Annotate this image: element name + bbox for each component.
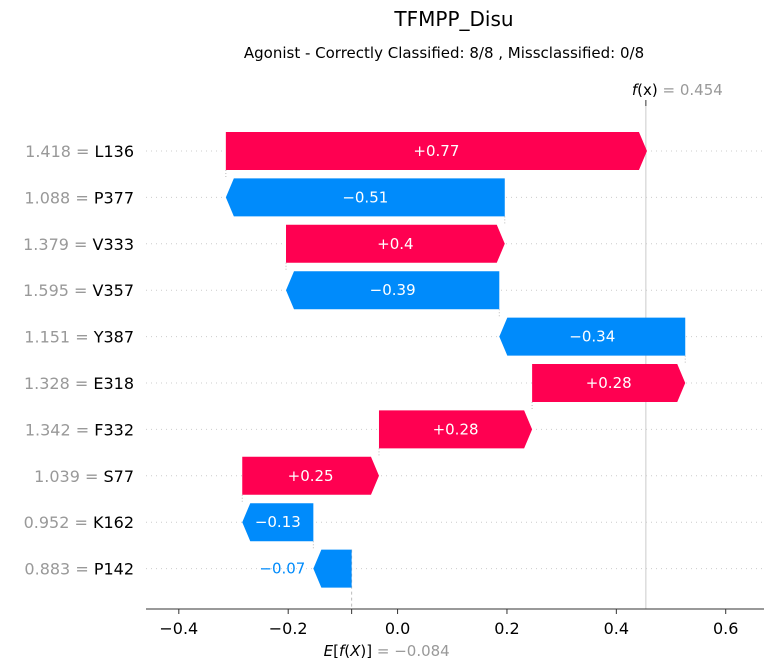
bar-label-e318: +0.28 — [586, 374, 632, 392]
feature-label-k162: 0.952 = K162 — [24, 513, 134, 532]
x-tick-label: 0.6 — [713, 619, 738, 638]
reference-lines — [351, 106, 647, 609]
bar-p377 — [225, 178, 505, 217]
bar-label-k162: −0.13 — [255, 513, 301, 531]
feature-label-v333: 1.379 = V333 — [23, 235, 134, 254]
x-tick-label: −0.2 — [269, 619, 308, 638]
output-value-annotation: f(x) = 0.454 — [632, 81, 723, 106]
bar-v333 — [286, 224, 505, 263]
output-value-label: f(x) = 0.454 — [632, 81, 723, 99]
x-tick-label: 0.0 — [385, 619, 410, 638]
feature-labels: 1.418 = L136 1.088 = P377 1.379 = V333 1.59… — [23, 142, 134, 579]
feature-label-p142: 0.883 = P142 — [24, 560, 134, 579]
bar-l136 — [225, 132, 647, 170]
bar-label-s77: +0.25 — [288, 467, 334, 485]
feature-label-y387: 1.151 = Y387 — [24, 328, 134, 347]
bar-label-f332: +0.28 — [433, 420, 479, 438]
contribution-bars: +0.77 −0.51 +0.4 −0.39 −0.34 +0.28 +0.28 +0.25 −… — [225, 132, 686, 588]
bar-label-p377: −0.51 — [342, 188, 388, 206]
bar-label-p142: −0.07 — [259, 560, 305, 578]
bar-k162 — [242, 503, 314, 542]
bar-p142 — [313, 549, 352, 588]
feature-label-l136: 1.418 = L136 — [25, 142, 134, 161]
feature-label-p377: 1.088 = P377 — [24, 188, 134, 207]
bar-e318 — [532, 364, 686, 402]
chart-subtitle: Agonist - Correctly Classified: 8/8 , Mi… — [244, 44, 644, 62]
chart-title: TFMPP_Disu — [393, 7, 513, 31]
bar-f332 — [378, 410, 533, 449]
x-tick-label: 0.2 — [494, 619, 519, 638]
bar-label-v333: +0.4 — [377, 235, 413, 253]
feature-label-f332: 1.342 = F332 — [25, 420, 134, 439]
bar-label-l136: +0.77 — [413, 142, 459, 160]
feature-label-s77: 1.039 = S77 — [34, 467, 134, 486]
x-axis: −0.4 −0.2 0.0 0.2 0.4 0.6 — [146, 608, 764, 638]
bar-y387 — [499, 317, 686, 356]
bar-v357 — [286, 271, 500, 310]
feature-label-v357: 1.595 = V357 — [23, 281, 134, 300]
x-tick-label: −0.4 — [159, 619, 198, 638]
bar-label-v357: −0.39 — [370, 281, 416, 299]
bar-label-y387: −0.34 — [569, 328, 615, 346]
x-tick-label: 0.4 — [604, 619, 629, 638]
bar-s77 — [242, 456, 379, 495]
feature-label-e318: 1.328 = E318 — [24, 374, 134, 393]
base-value-annotation: E[f(X)] = −0.084 — [324, 642, 450, 660]
base-value-label: E[f(X)] = −0.084 — [324, 642, 450, 660]
